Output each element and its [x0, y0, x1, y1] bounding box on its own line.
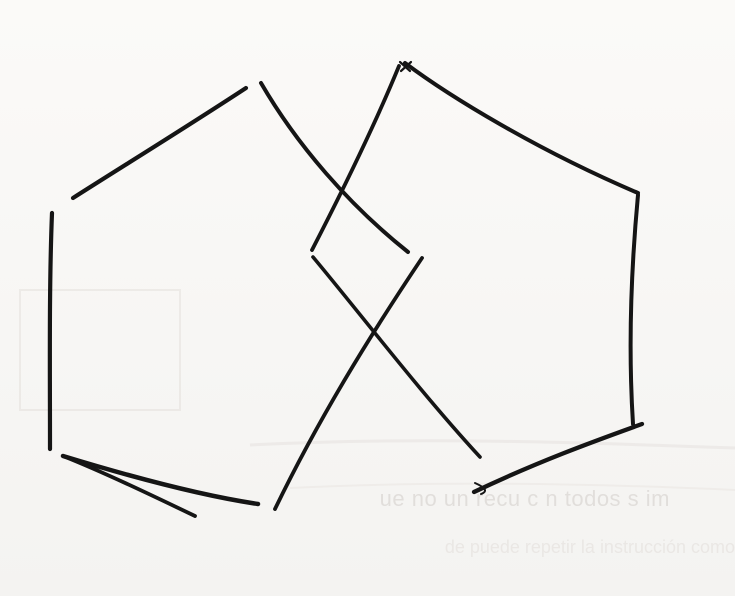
- left-hexagon-top-right-edge: [259, 81, 410, 254]
- ink-mark: [398, 60, 413, 73]
- right-hexagon-right-edge: [628, 193, 640, 426]
- show-through-text-line-2: de puede repetir la instrucción como: [445, 537, 735, 557]
- right-hexagon-bottom-edge: [471, 421, 645, 495]
- right-hexagon-upper-left-edge: [310, 64, 401, 252]
- left-hexagon-bottom-double-stroke: [61, 454, 197, 518]
- left-hexagon-top-left-edge: [70, 85, 249, 201]
- right-hexagon-lower-left-edge: [311, 255, 482, 459]
- ink-mark: [474, 482, 486, 495]
- show-through-line: [249, 439, 735, 450]
- left-hexagon-lower-right-edge: [273, 256, 424, 511]
- show-through-rectangle: [19, 289, 181, 411]
- show-through-text-line-1: ue no un recu c n todos s im: [380, 486, 670, 511]
- right-hexagon-top-edge: [403, 61, 640, 195]
- left-hexagon-bottom-edge: [60, 453, 261, 507]
- left-hexagon-left-edge: [47, 210, 55, 452]
